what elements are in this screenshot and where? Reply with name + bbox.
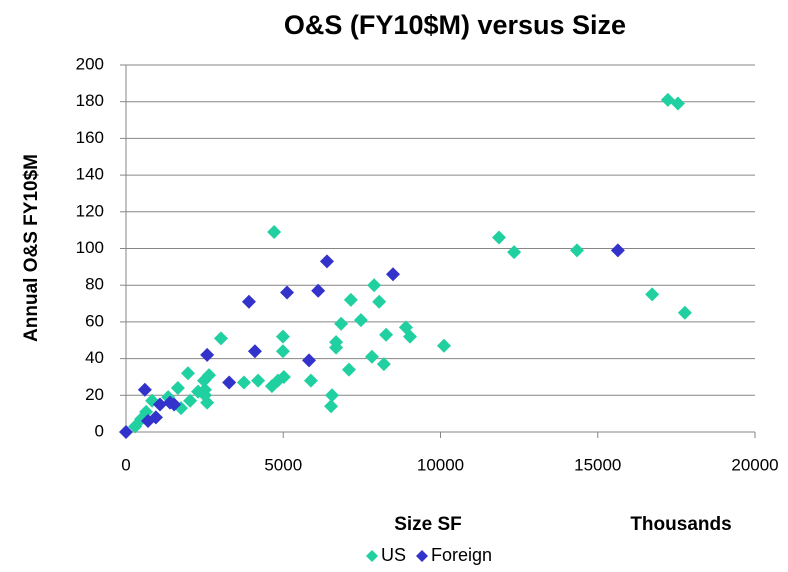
point [569,243,584,258]
y-tick-label: 60 [85,311,104,330]
point [167,397,182,412]
x-tick-label: 10000 [417,455,464,474]
point [341,362,356,377]
point [137,382,152,397]
point [302,353,317,368]
x-tick-label: 5000 [264,455,302,474]
point [343,292,358,307]
point [353,313,368,328]
point [170,380,185,395]
point [324,399,339,414]
point [334,316,349,331]
point [367,278,382,293]
point [200,395,215,410]
y-tick-label: 0 [95,421,104,440]
x-tick-label: 0 [121,455,130,474]
y-tick-label: 40 [85,348,104,367]
point [148,410,163,425]
point [386,267,401,282]
y-tick-label: 20 [85,385,104,404]
point [275,344,290,359]
y-axis-title: Annual O&S FY10$M [21,154,42,342]
x-axis-title: Size SF [394,514,462,535]
point [645,287,660,302]
point [251,373,266,388]
x-axis-units: Thousands [630,514,731,535]
y-tick-label: 140 [76,165,104,184]
point [303,373,318,388]
chart-title: O&S (FY10$M) versus Size [284,10,626,40]
point [436,338,451,353]
point [324,388,339,403]
x-tick-label: 20000 [731,455,778,474]
point [196,373,211,388]
point [376,357,391,372]
point [402,329,417,344]
y-tick-label: 120 [76,201,104,220]
point [222,375,237,390]
legend-label: Foreign [431,545,492,565]
point [119,425,133,439]
point [200,347,215,362]
y-tick-label: 100 [76,238,104,257]
point [152,397,167,412]
legend-marker [416,550,429,562]
point [491,230,506,245]
y-tick-label: 160 [76,128,104,147]
point [677,305,692,320]
point [311,283,326,298]
point [670,96,685,111]
point [191,384,206,399]
point [379,327,394,342]
point [329,340,344,355]
point [241,294,256,309]
point [319,254,334,269]
legend-marker [366,550,378,562]
point [372,294,387,309]
point [180,366,195,381]
point [267,224,282,239]
y-tick-label: 80 [85,275,104,294]
point [236,375,251,390]
point [275,329,290,344]
point [213,331,228,346]
point [507,245,522,260]
y-tick-label: 180 [76,91,104,110]
point [264,379,279,394]
point [364,349,379,364]
point [247,344,262,359]
legend-label: US [381,545,406,565]
point [128,419,143,434]
y-tick-label: 200 [76,54,104,73]
point [183,393,198,408]
x-tick-label: 15000 [574,455,621,474]
point [610,243,625,258]
point [280,285,295,300]
